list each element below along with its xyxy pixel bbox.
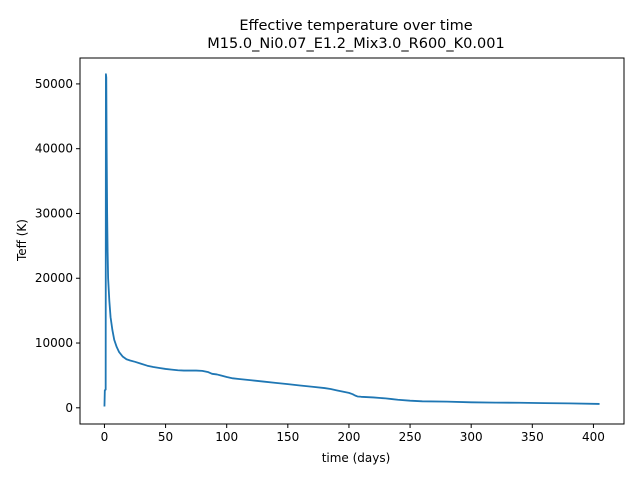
y-tick-label: 30000 bbox=[35, 206, 73, 220]
chart-subtitle: M15.0_Ni0.07_E1.2_Mix3.0_R600_K0.001 bbox=[207, 36, 504, 52]
x-axis-ticks: 0 50 100 150 200 250 300 350 400 bbox=[101, 424, 605, 444]
y-axis-label: Teff (K) bbox=[15, 219, 29, 262]
series-line bbox=[103, 73, 600, 407]
x-tick-label: 400 bbox=[582, 430, 605, 444]
x-tick-label: 350 bbox=[521, 430, 544, 444]
x-tick-label: 100 bbox=[215, 430, 238, 444]
y-tick-label: 10000 bbox=[35, 336, 73, 350]
x-axis-label: time (days) bbox=[322, 451, 391, 465]
plot-area bbox=[80, 58, 624, 424]
x-tick-label: 200 bbox=[337, 430, 360, 444]
x-tick-label: 150 bbox=[276, 430, 299, 444]
x-tick-label: 250 bbox=[399, 430, 422, 444]
y-axis-ticks: 0 10000 20000 30000 40000 50000 bbox=[35, 77, 80, 415]
y-tick-label: 40000 bbox=[35, 142, 73, 156]
y-tick-label: 20000 bbox=[35, 271, 73, 285]
x-tick-label: 50 bbox=[158, 430, 173, 444]
chart-title: Effective temperature over time bbox=[239, 18, 472, 34]
x-tick-label: 0 bbox=[101, 430, 109, 444]
y-tick-label: 0 bbox=[65, 401, 73, 415]
plot-frame bbox=[79, 57, 625, 425]
x-tick-label: 300 bbox=[460, 430, 483, 444]
y-tick-label: 50000 bbox=[35, 77, 73, 91]
